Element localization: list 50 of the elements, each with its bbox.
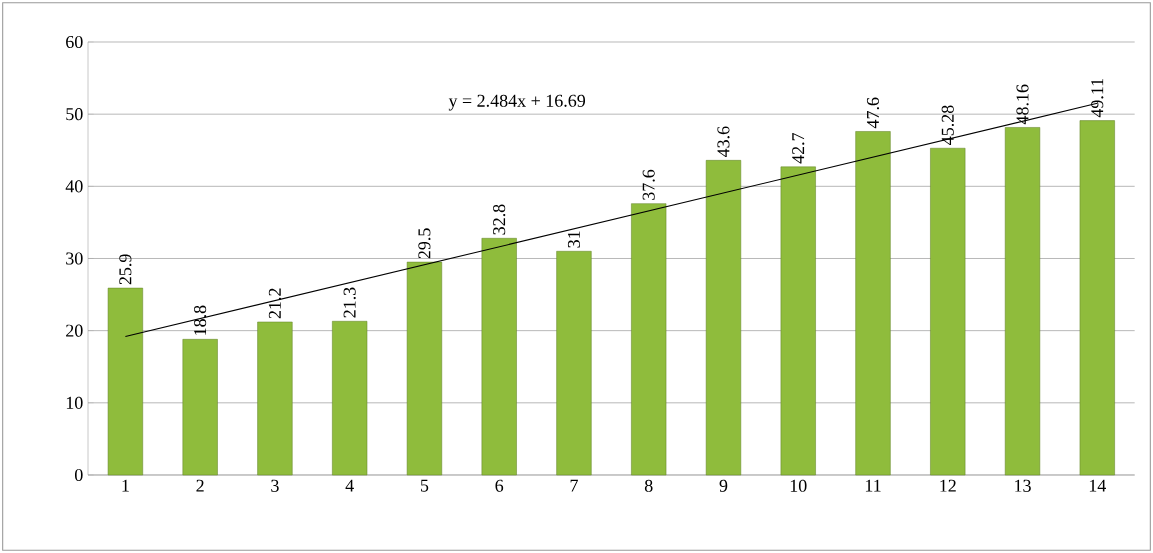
bar	[481, 238, 517, 476]
data-label: 45.28	[941, 105, 954, 145]
data-label: 43.6	[717, 126, 730, 158]
x-tick-label: 13	[1015, 479, 1031, 492]
y-tick-label: 30	[66, 252, 83, 265]
data-label: 37.6	[642, 169, 655, 200]
data-label: 32.8	[493, 204, 506, 235]
x-tick-label: 10	[790, 479, 807, 492]
bar	[257, 321, 293, 476]
x-tick-label: 9	[719, 479, 728, 492]
y-tick-label: 40	[65, 180, 83, 193]
bar	[556, 251, 592, 476]
y-tick-label: 0	[74, 468, 83, 482]
data-label: 48.16	[1016, 84, 1029, 125]
x-tick-label: 7	[570, 479, 578, 492]
data-label: 49.11	[1091, 78, 1104, 118]
y-tick-label: 50	[66, 108, 83, 121]
data-label: 21.2	[268, 288, 281, 319]
bar	[631, 203, 667, 476]
y-tick-label: 10	[66, 396, 83, 409]
bar	[780, 166, 816, 476]
x-tick-label: 1	[122, 479, 129, 492]
data-label: 21.3	[343, 287, 356, 318]
x-tick-label: 14	[1089, 479, 1106, 492]
x-tick-label: 4	[345, 479, 354, 492]
y-tick-label: 20	[66, 324, 83, 337]
data-label: 47.6	[866, 97, 880, 129]
x-tick-label: 8	[644, 479, 653, 492]
x-tick-label: 3	[271, 479, 279, 492]
bar	[1004, 127, 1041, 476]
data-label: 31	[567, 231, 580, 248]
annotation: y = 2.484x + 16.69	[448, 94, 586, 111]
x-tick-label: 6	[495, 479, 504, 492]
bar	[1079, 120, 1115, 476]
bar	[705, 160, 742, 476]
bar	[406, 261, 443, 476]
data-label: 29.5	[418, 228, 431, 259]
data-label: 25.9	[119, 254, 132, 285]
bar	[182, 339, 218, 476]
bar	[107, 287, 143, 476]
x-tick-label: 2	[196, 479, 204, 492]
x-tick-label: 12	[940, 479, 956, 492]
x-tick-label: 5	[420, 479, 429, 492]
bar	[930, 147, 966, 476]
data-label: 18.8	[194, 305, 207, 335]
y-tick-label: 60	[66, 35, 83, 49]
x-tick-label: 11	[865, 479, 881, 492]
bar	[332, 321, 368, 476]
bar	[855, 131, 891, 476]
data-label: 42.7	[792, 132, 805, 164]
